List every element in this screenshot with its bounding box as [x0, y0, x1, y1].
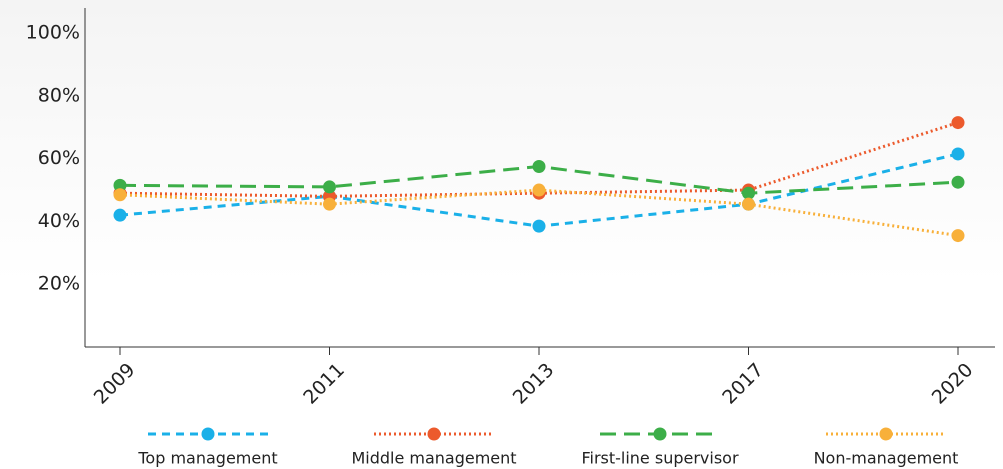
data-point	[951, 116, 965, 130]
x-tick-label: 2020	[928, 359, 978, 409]
data-point	[532, 160, 546, 174]
data-point	[951, 147, 965, 161]
data-point	[742, 197, 755, 211]
y-tick-label: 100%	[26, 22, 80, 44]
data-point	[951, 175, 965, 189]
legend-label: Middle management	[351, 449, 516, 468]
y-tick-label: 60%	[38, 147, 80, 169]
legend-marker	[653, 427, 667, 441]
legend-label: Top management	[137, 449, 277, 468]
data-point	[323, 197, 336, 211]
legend-marker	[427, 427, 441, 441]
series-line	[119, 121, 959, 198]
data-point	[532, 183, 546, 197]
y-tick-label: 20%	[38, 273, 80, 295]
data-point	[113, 188, 127, 202]
x-tick-label: 2011	[299, 359, 349, 409]
series-line	[119, 188, 959, 238]
data-point	[951, 229, 965, 243]
legend-label: First-line supervisor	[581, 449, 739, 468]
data-point	[113, 178, 127, 192]
data-point	[113, 208, 127, 222]
data-point	[532, 219, 546, 233]
legend-marker	[201, 427, 215, 441]
legend-marker	[879, 427, 893, 441]
data-point	[323, 180, 336, 194]
x-tick-label: 2013	[509, 359, 559, 409]
x-tick-label: 2009	[90, 359, 140, 409]
y-tick-label: 40%	[38, 210, 80, 232]
legend-label: Non-management	[814, 449, 959, 468]
x-tick-label: 2017	[718, 359, 768, 409]
data-point	[742, 186, 755, 200]
y-tick-label: 80%	[38, 84, 80, 106]
